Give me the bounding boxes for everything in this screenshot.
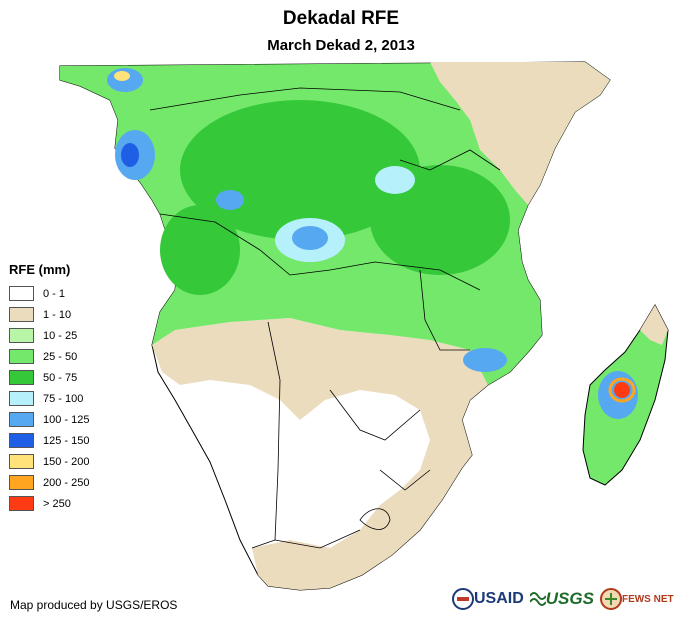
usaid-logo: USAID <box>452 588 524 610</box>
zone-1-10-horn <box>430 62 610 205</box>
legend-item: 100 - 125 <box>9 409 89 430</box>
logos: USAID USGS FEWS NET <box>452 584 680 614</box>
map-subtitle: March Dekad 2, 2013 <box>267 37 415 54</box>
legend-label: 150 - 200 <box>43 455 90 468</box>
zone-50-75-west <box>160 205 240 295</box>
legend-swatch <box>9 475 34 490</box>
legend-item: 1 - 10 <box>9 304 89 325</box>
legend-swatch <box>9 412 34 427</box>
zone-75-100-c <box>216 190 244 210</box>
legend-label: 125 - 150 <box>43 434 90 447</box>
legend-item: 10 - 25 <box>9 325 89 346</box>
fews-wordmark: FEWS NET <box>621 593 674 605</box>
legend-label: 0 - 1 <box>43 287 66 300</box>
country-borders <box>149 87 501 549</box>
zone-1-10-south <box>152 318 488 590</box>
legend-swatch <box>9 433 34 448</box>
legend-swatch <box>9 454 34 469</box>
fews-logo: FEWS NET <box>599 588 674 610</box>
legend-label: 100 - 125 <box>43 413 90 426</box>
zone-125-150-coast <box>121 143 139 167</box>
usaid-seal-icon <box>452 588 474 610</box>
legend-swatch <box>9 391 34 406</box>
legend-label: 200 - 250 <box>43 476 90 489</box>
zone-100-125-a <box>292 226 328 250</box>
usgs-wordmark: USGS <box>545 589 594 608</box>
legend-label: > 250 <box>43 497 71 510</box>
map-title: Dekadal RFE <box>282 8 400 29</box>
legend-item: 200 - 250 <box>9 472 89 493</box>
legend-item: 125 - 150 <box>9 430 89 451</box>
legend-label: 50 - 75 <box>43 371 78 384</box>
zone-150-200-nw <box>114 71 130 81</box>
usgs-logo: USGS <box>529 589 594 609</box>
legend-item: 25 - 50 <box>9 346 89 367</box>
legend-item: > 250 <box>9 493 89 514</box>
map-credit: Map produced by USGS/EROS <box>10 598 178 612</box>
legend: RFE (mm) 0 - 1 1 - 10 10 - 25 25 - 50 50 - 7… <box>9 262 89 514</box>
legend-label: 1 - 10 <box>43 308 72 321</box>
legend-title: RFE (mm) <box>9 262 71 277</box>
zone-100-125-b <box>463 348 507 372</box>
legend-swatch <box>9 349 34 364</box>
legend-item: 50 - 75 <box>9 367 89 388</box>
usgs-wave-icon <box>529 592 546 606</box>
legend-item: 150 - 200 <box>9 451 89 472</box>
madagascar-heavy <box>614 382 630 398</box>
usaid-wordmark: USAID <box>474 590 524 607</box>
legend-item: 0 - 1 <box>9 283 89 304</box>
legend-item: 75 - 100 <box>9 388 89 409</box>
fews-globe-icon <box>599 588 622 610</box>
legend-swatch <box>9 370 34 385</box>
zone-50-75-east <box>370 165 510 275</box>
zone-75-100-b <box>375 166 415 194</box>
legend-swatch <box>9 307 34 322</box>
legend-swatch <box>9 286 34 301</box>
legend-label: 25 - 50 <box>43 350 78 363</box>
legend-label: 10 - 25 <box>43 329 78 342</box>
legend-swatch <box>9 496 34 511</box>
madagascar-orange <box>608 377 636 403</box>
legend-swatch <box>9 328 34 343</box>
madagascar-dry <box>640 305 668 345</box>
legend-label: 75 - 100 <box>43 392 84 405</box>
